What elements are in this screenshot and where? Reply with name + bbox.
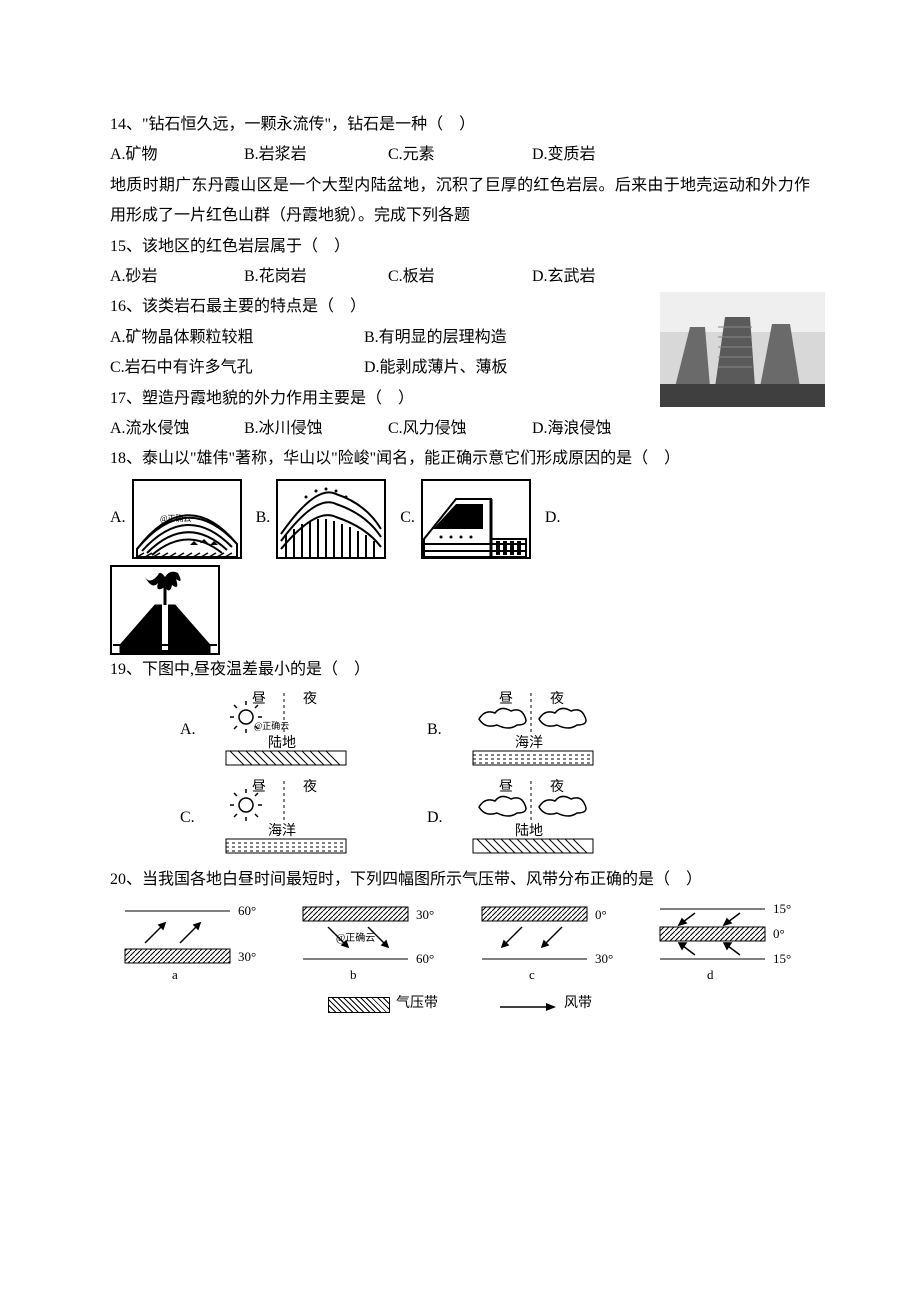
svg-text:d: d xyxy=(707,967,714,981)
svg-text:0°: 0° xyxy=(773,926,785,941)
q15-opt-b: B.花岗岩 xyxy=(244,262,384,292)
q17-options: A.流水侵蚀 B.冰川侵蚀 C.风力侵蚀 D.海浪侵蚀 xyxy=(110,414,810,444)
svg-text:昼: 昼 xyxy=(499,692,513,707)
svg-text:15°: 15° xyxy=(773,951,791,966)
q19-label-c: C. xyxy=(180,803,204,833)
q14-opt-d: D.变质岩 xyxy=(532,140,596,170)
q20-fig-c: 0° 30° c xyxy=(467,901,632,981)
q18-label-b: B. xyxy=(256,503,271,533)
q18-fig-d xyxy=(110,565,220,655)
q20-stem: 20、当我国各地白昼时间最短时，下列四幅图所示气压带、风带分布正确的是（ ） xyxy=(110,865,810,895)
q18-label-c: C. xyxy=(400,503,415,533)
svg-text:海洋: 海洋 xyxy=(515,735,543,751)
q18-stem: 18、泰山以"雄伟"著称，华山以"险峻"闻名，能正确示意它们形成原因的是（ ） xyxy=(110,444,810,474)
svg-text:30°: 30° xyxy=(416,907,434,922)
q19-label-d: D. xyxy=(427,803,451,833)
q16-opt-b: B.有明显的层理构造 xyxy=(364,329,507,346)
svg-text:30°: 30° xyxy=(238,949,256,964)
q15-opt-d: D.玄武岩 xyxy=(532,262,596,292)
q18-fig-c xyxy=(421,479,531,559)
svg-text:60°: 60° xyxy=(238,903,256,918)
q19-label-b: B. xyxy=(427,715,451,745)
q15-opt-a: A.砂岩 xyxy=(110,262,240,292)
legend-wind-label: 风带 xyxy=(564,991,592,1018)
svg-text:30°: 30° xyxy=(595,951,613,966)
svg-text:陆地: 陆地 xyxy=(515,823,543,839)
svg-text:夜: 夜 xyxy=(550,779,564,795)
svg-text:夜: 夜 xyxy=(303,691,317,707)
q19-fig-d: 昼 夜 陆地 xyxy=(451,777,606,859)
svg-text:夜: 夜 xyxy=(550,691,564,707)
svg-text:昼: 昼 xyxy=(252,780,266,795)
q17-opt-a: A.流水侵蚀 xyxy=(110,414,240,444)
q17-opt-b: B.冰川侵蚀 xyxy=(244,414,384,444)
svg-text:@正确云: @正确云 xyxy=(336,931,375,944)
danxia-intro: 地质时期广东丹霞山区是一个大型内陆盆地，沉积了巨厚的红色岩层。后来由于地壳运动和… xyxy=(110,171,810,232)
q19-fig-c: 昼 夜 海洋 xyxy=(204,777,359,859)
q14-opt-b: B.岩浆岩 xyxy=(244,140,384,170)
q19-fig-b: 昼 夜 海洋 xyxy=(451,689,606,771)
svg-text:a: a xyxy=(172,967,178,981)
svg-text:昼: 昼 xyxy=(499,780,513,795)
q20-figures: 60° 30° a 30° 60° @正确云 xyxy=(110,901,810,981)
svg-text:60°: 60° xyxy=(416,951,434,966)
svg-text:@正确云: @正确云 xyxy=(160,513,191,523)
arrow-icon xyxy=(498,998,558,1012)
q20-fig-d: 15° 0° 15° d xyxy=(645,901,810,981)
q17-opt-c: C.风力侵蚀 xyxy=(388,414,528,444)
q15-options: A.砂岩 B.花岗岩 C.板岩 D.玄武岩 xyxy=(110,262,810,292)
svg-text:海洋: 海洋 xyxy=(268,823,296,839)
q14-stem: 14、"钻石恒久远，一颗永流传"，钻石是一种（ ） xyxy=(110,110,810,140)
q15-stem: 15、该地区的红色岩层属于（ ） xyxy=(110,232,810,262)
q18-fig-b xyxy=(276,479,386,559)
q19-stem: 19、下图中,昼夜温差最小的是（ ） xyxy=(110,655,810,685)
hatch-icon xyxy=(328,997,390,1013)
q15-17-block: 15、该地区的红色岩层属于（ ） A.砂岩 B.花岗岩 C.板岩 D.玄武岩 1… xyxy=(110,232,810,384)
q17-opt-d: D.海浪侵蚀 xyxy=(532,414,612,444)
q15-opt-c: C.板岩 xyxy=(388,262,528,292)
q16-opt-c: C.岩石中有许多气孔 xyxy=(110,353,360,383)
q20-legend: 气压带 风带 xyxy=(110,991,810,1018)
q19-label-a: A. xyxy=(180,715,204,745)
svg-text:昼: 昼 xyxy=(252,692,266,707)
legend-pressure-label: 气压带 xyxy=(396,991,438,1018)
q14-opt-c: C.元素 xyxy=(388,140,528,170)
legend-pressure: 气压带 xyxy=(328,991,438,1018)
q18-figures-row: A. @正确云 B. xyxy=(110,479,810,559)
legend-wind: 风带 xyxy=(498,991,592,1018)
svg-text:b: b xyxy=(350,967,357,981)
svg-text:@正确云: @正确云 xyxy=(254,720,289,731)
svg-text:0°: 0° xyxy=(595,907,607,922)
q20-fig-a: 60° 30° a xyxy=(110,901,275,981)
q18-fig-a: @正确云 xyxy=(132,479,242,559)
q18-label-a: A. xyxy=(110,503,126,533)
svg-text:15°: 15° xyxy=(773,901,791,916)
q16-opt-d: D.能剥成薄片、薄板 xyxy=(364,359,508,376)
q18-label-d: D. xyxy=(545,503,561,533)
q14-options: A.矿物 B.岩浆岩 C.元素 D.变质岩 xyxy=(110,140,810,170)
q19-fig-a: 昼 夜 @正确云 陆地 xyxy=(204,689,359,771)
exam-page: 14、"钻石恒久远，一颗永流传"，钻石是一种（ ） A.矿物 B.岩浆岩 C.元… xyxy=(0,0,920,1302)
svg-text:陆地: 陆地 xyxy=(268,735,296,751)
svg-text:夜: 夜 xyxy=(303,779,317,795)
q19-figures: A. 昼 夜 @正确云 陆地 xyxy=(180,689,810,859)
svg-text:c: c xyxy=(529,967,535,981)
q16-opt-a: A.矿物晶体颗粒较粗 xyxy=(110,323,360,353)
danxia-photo xyxy=(660,292,825,407)
q14-opt-a: A.矿物 xyxy=(110,140,240,170)
q20-fig-b: 30° 60° @正确云 b xyxy=(288,901,453,981)
